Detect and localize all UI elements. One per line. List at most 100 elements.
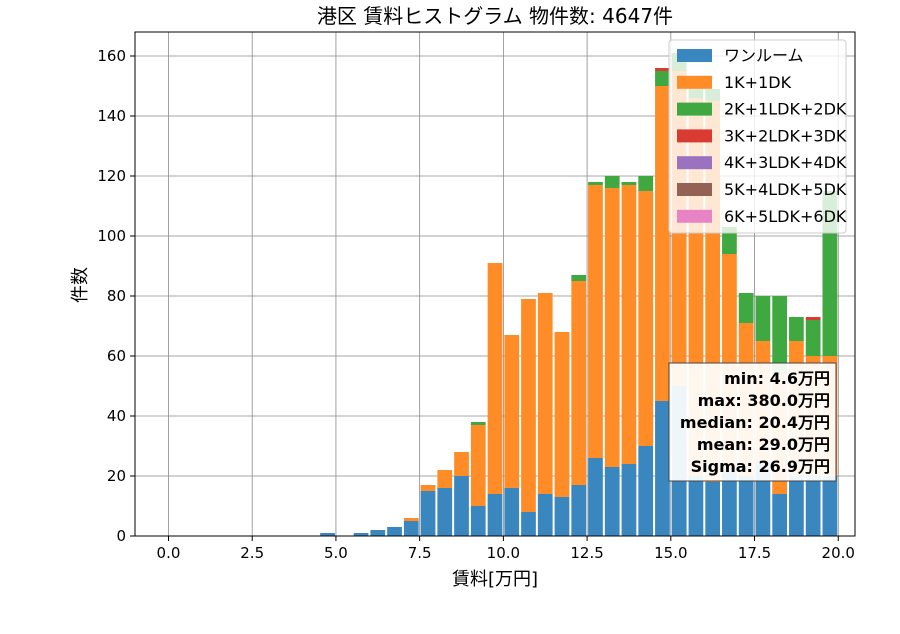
bar-2-bin-8 xyxy=(454,452,469,476)
bar-3-bin-28 xyxy=(789,317,804,341)
x-tick-label: 15.0 xyxy=(654,544,687,562)
stat-max: max: 380.0万円 xyxy=(698,391,830,410)
x-tick-label: 0.0 xyxy=(157,544,181,562)
bar-1-bin-5 xyxy=(403,521,419,536)
bar-2-bin-14 xyxy=(554,332,570,497)
bar-2-bin-6 xyxy=(420,485,436,491)
bar-1-bin-23 xyxy=(705,482,721,536)
bar-3-bin-18 xyxy=(621,182,637,185)
bar-1-bin-9 xyxy=(470,506,486,536)
y-tick-label: 60 xyxy=(107,347,126,365)
legend-swatch xyxy=(677,75,712,89)
bar-2-bin-17 xyxy=(604,188,620,467)
bar-1-bin-17 xyxy=(604,467,620,536)
x-tick-label: 7.5 xyxy=(408,544,432,562)
bar-1-bin-11 xyxy=(504,488,520,536)
y-tick-label: 100 xyxy=(97,227,126,245)
y-tick-label: 80 xyxy=(107,287,126,305)
legend-label: 4K+3LDK+4DK xyxy=(724,153,847,172)
x-axis-ticks: 0.0 2.5 5.0 7.5 10.0 12.5 15.0 17.5 20.0 xyxy=(157,536,855,562)
bar-1-bin-2 xyxy=(353,533,369,536)
legend-label: ワンルーム xyxy=(724,46,804,65)
bar-2-bin-5 xyxy=(403,518,419,521)
x-tick-label: 17.5 xyxy=(738,544,771,562)
bar-1-bin-6 xyxy=(420,491,436,536)
bar-4-bin-29 xyxy=(805,317,821,320)
bar-4-bin-20 xyxy=(655,68,670,71)
bar-2-bin-9 xyxy=(470,425,486,506)
bar-3-bin-17 xyxy=(604,176,620,188)
bar-1-bin-18 xyxy=(621,464,637,536)
bar-2-bin-16 xyxy=(588,185,603,458)
bar-1-bin-22 xyxy=(688,476,704,536)
legend-label: 3K+2LDK+3DK xyxy=(724,126,847,145)
y-tick-label: 140 xyxy=(97,107,126,125)
legend: ワンルーム 1K+1DK 2K+1LDK+2DK 3K+2LDK+3DK 4K+3LDK… xyxy=(668,39,847,234)
y-tick-label: 40 xyxy=(107,407,126,425)
bar-1-bin-30 xyxy=(822,476,838,536)
bar-1-bin-1 xyxy=(320,533,335,536)
bar-3-bin-25 xyxy=(738,293,754,323)
bar-3-bin-24 xyxy=(722,227,737,254)
bar-1-bin-13 xyxy=(537,494,553,536)
x-tick-label: 12.5 xyxy=(570,544,603,562)
bar-3-bin-15 xyxy=(571,275,587,281)
legend-label: 6K+5LDK+6DK xyxy=(724,207,847,226)
bar-1-bin-24 xyxy=(722,470,737,536)
bar-2-bin-10 xyxy=(487,263,503,494)
legend-frame xyxy=(668,39,847,234)
stats-box-frame xyxy=(668,362,837,482)
legend-label: 2K+1LDK+2DK xyxy=(724,100,847,119)
x-tick-label: 2.5 xyxy=(240,544,264,562)
legend-swatch xyxy=(677,156,712,170)
bar-1-bin-15 xyxy=(571,485,587,536)
bar-2-bin-7 xyxy=(437,470,453,488)
legend-label: 5K+4LDK+5DK xyxy=(724,180,847,199)
bar-2-bin-20 xyxy=(655,86,670,401)
stats-box: min: 4.6万円 max: 380.0万円 median: 20.4万円 m… xyxy=(668,362,837,482)
legend-label: 1K+1DK xyxy=(724,73,792,92)
bar-1-bin-20 xyxy=(655,401,670,536)
y-tick-label: 0 xyxy=(116,527,126,545)
bar-1-bin-12 xyxy=(521,512,536,536)
bar-1-bin-25 xyxy=(738,476,754,536)
y-tick-label: 120 xyxy=(97,167,126,185)
stat-sigma: Sigma: 26.9万円 xyxy=(691,457,830,476)
bar-3-bin-26 xyxy=(755,296,771,341)
y-tick-label: 20 xyxy=(107,467,126,485)
plot-frame xyxy=(134,31,856,537)
stat-median: median: 20.4万円 xyxy=(680,413,830,432)
stat-min: min: 4.6万円 xyxy=(724,369,830,388)
legend-swatch xyxy=(677,209,712,223)
bar-3-bin-27 xyxy=(772,296,788,374)
x-tick-label: 5.0 xyxy=(324,544,348,562)
legend-swatch xyxy=(677,49,712,62)
bar-1-bin-29 xyxy=(805,476,821,536)
bar-1-bin-7 xyxy=(437,488,453,536)
bar-1-bin-14 xyxy=(554,497,570,536)
bar-2-bin-12 xyxy=(521,299,536,512)
bar-2-bin-18 xyxy=(621,185,637,464)
bar-3-bin-9 xyxy=(470,422,486,425)
bar-3-bin-16 xyxy=(588,182,603,185)
bar-2-bin-13 xyxy=(537,293,553,494)
y-axis-ticks: 0 20 40 60 80 100 120 140 160 xyxy=(97,47,135,545)
chart-title: 港区 賃料ヒストグラム 物件数: 4647件 xyxy=(317,4,673,28)
y-axis-label: 件数 xyxy=(70,267,91,303)
bar-2-bin-11 xyxy=(504,335,520,488)
bar-3-bin-20 xyxy=(655,71,670,86)
bar-1-bin-8 xyxy=(454,476,469,536)
bar-1-bin-28 xyxy=(789,476,804,536)
legend-swatch xyxy=(677,102,712,116)
bar-2-bin-19 xyxy=(638,191,654,446)
bar-1-bin-10 xyxy=(487,494,503,536)
x-axis-label: 賃料[万円] xyxy=(452,569,538,590)
bar-2-bin-15 xyxy=(571,281,587,485)
bar-1-bin-19 xyxy=(638,446,654,536)
legend-swatch xyxy=(677,183,712,196)
bar-1-bin-4 xyxy=(387,527,402,536)
x-tick-label: 20.0 xyxy=(822,544,855,562)
y-tick-label: 160 xyxy=(97,47,126,65)
